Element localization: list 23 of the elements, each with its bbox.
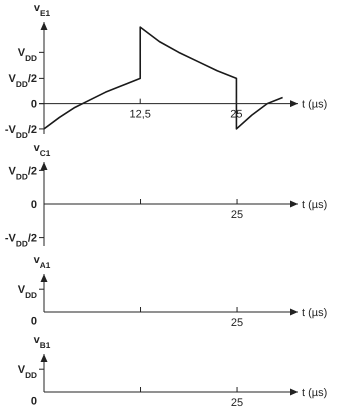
text: -V$_{DD}$/2 [4,232,37,248]
text: 25 [230,317,244,329]
text: 0 [30,315,37,328]
text: 25 [230,209,244,221]
text: V$_{DD}$ [18,284,38,300]
text: V$_{DD}$/2 [8,165,37,181]
text: v$_{B1}$ [34,334,51,350]
text: V$_{DD}$/2 [8,73,37,89]
text: v$_{C1}$ [34,142,51,158]
text: 0 [30,98,37,110]
text: 25 [230,397,244,409]
x-axis-title: t (µs) [302,98,328,110]
text: t (µs) [302,386,328,399]
x-tick-label: 12,5 [130,108,151,121]
text: t (µs) [302,198,328,211]
text: 0 [30,395,37,408]
y-axis-title: v$_{E1}$ [34,2,51,18]
text: t (µs) [302,306,328,319]
text: v$_{A1}$ [34,254,51,270]
text: V$_{DD}$ [18,364,38,380]
text: -V$_{DD}$/2 [4,124,37,140]
text: V$_{DD}$ [18,47,38,63]
text: 0 [30,198,37,211]
